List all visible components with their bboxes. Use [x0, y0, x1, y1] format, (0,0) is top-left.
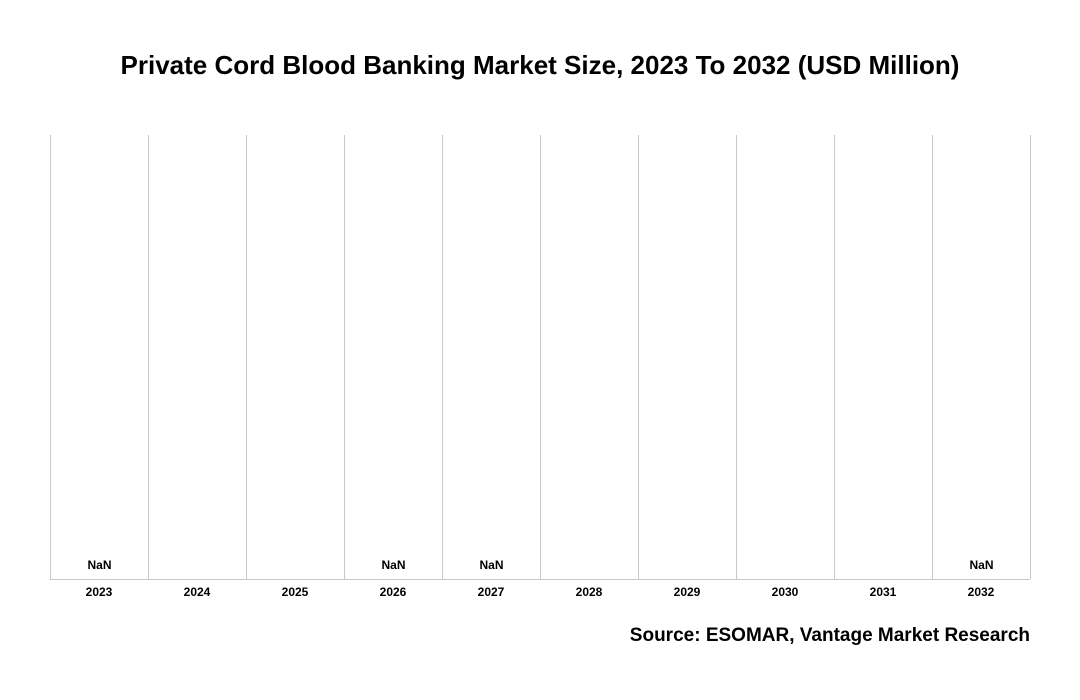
source-attribution: Source: ESOMAR, Vantage Market Research: [50, 625, 1030, 647]
x-tick-label: 2032: [932, 585, 1030, 599]
grid-column: NaN: [345, 135, 443, 579]
x-tick-label: 2023: [50, 585, 148, 599]
grid-column: [737, 135, 835, 579]
plot-area: NaNNaNNaNNaN: [50, 135, 1030, 580]
grid-column: [149, 135, 247, 579]
x-tick-label: 2025: [246, 585, 344, 599]
x-tick-label: 2027: [442, 585, 540, 599]
value-label: NaN: [345, 558, 442, 572]
chart-title: Private Cord Blood Banking Market Size, …: [50, 50, 1030, 81]
grid-column: [835, 135, 933, 579]
x-tick-label: 2031: [834, 585, 932, 599]
grid-column: [639, 135, 737, 579]
grid-column: NaN: [51, 135, 149, 579]
grid-column: NaN: [933, 135, 1031, 579]
grid-column: [247, 135, 345, 579]
grid-column: [541, 135, 639, 579]
value-label: NaN: [51, 558, 148, 572]
chart-container: Private Cord Blood Banking Market Size, …: [0, 0, 1080, 700]
x-tick-label: 2024: [148, 585, 246, 599]
x-tick-label: 2030: [736, 585, 834, 599]
x-tick-label: 2028: [540, 585, 638, 599]
x-axis-labels: 2023202420252026202720282029203020312032: [50, 585, 1030, 605]
grid-column: NaN: [443, 135, 541, 579]
x-tick-label: 2029: [638, 585, 736, 599]
value-label: NaN: [933, 558, 1030, 572]
x-tick-label: 2026: [344, 585, 442, 599]
value-label: NaN: [443, 558, 540, 572]
